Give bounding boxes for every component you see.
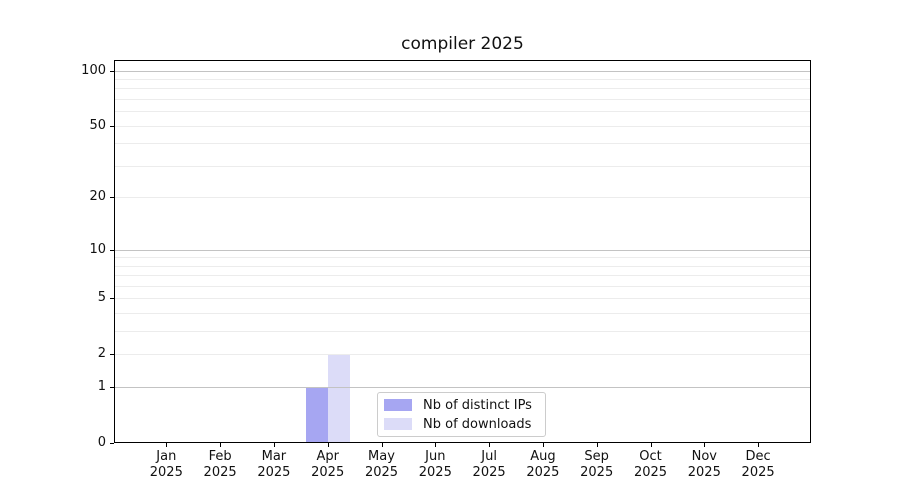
legend-row-distinct-ips: Nb of distinct IPs — [384, 397, 545, 413]
y-tick-mark — [110, 197, 114, 199]
x-tick-mark — [381, 443, 383, 447]
x-tick-label: Jan 2025 — [149, 449, 183, 480]
gridline-major — [114, 387, 811, 389]
x-tick-label: Dec 2025 — [741, 449, 775, 480]
gridline-minor — [114, 298, 811, 300]
x-tick-mark — [650, 443, 652, 447]
x-tick-label: Feb 2025 — [203, 449, 237, 480]
y-tick-mark — [110, 70, 114, 72]
y-tick-label: 100 — [81, 62, 106, 78]
x-tick-label: Jul 2025 — [472, 449, 506, 480]
x-tick-label: Apr 2025 — [311, 449, 345, 480]
y-tick-label: 5 — [97, 290, 106, 306]
y-tick-mark — [110, 298, 114, 300]
legend-swatch-downloads — [384, 418, 412, 430]
gridline-minor — [114, 265, 811, 267]
x-tick-mark — [596, 443, 598, 447]
gridline-minor — [114, 98, 811, 100]
gridline-major — [114, 70, 811, 72]
gridline-minor — [114, 257, 811, 259]
gridline-minor — [114, 275, 811, 277]
gridline-minor — [114, 331, 811, 333]
x-tick-label: Oct 2025 — [633, 449, 668, 480]
gridline-minor — [114, 78, 811, 80]
gridline-minor — [114, 125, 811, 127]
legend-swatch-distinct-ips — [384, 399, 412, 411]
y-tick-mark — [110, 125, 114, 127]
x-tick-label: Jun 2025 — [418, 449, 452, 480]
gridline-minor — [114, 88, 811, 90]
legend-label-downloads: Nb of downloads — [423, 416, 532, 432]
axes-spines — [114, 60, 811, 443]
bar-downloads — [327, 354, 350, 443]
y-tick-label: 10 — [89, 241, 106, 257]
x-tick-mark — [273, 443, 275, 447]
x-tick-mark — [435, 443, 437, 447]
y-tick-label: 2 — [97, 346, 106, 362]
x-tick-mark — [489, 443, 491, 447]
x-tick-mark — [220, 443, 222, 447]
y-tick-mark — [110, 354, 114, 356]
gridline-minor — [114, 354, 811, 356]
y-tick-mark — [110, 443, 114, 444]
x-tick-mark — [166, 443, 168, 447]
x-tick-label: Mar 2025 — [257, 449, 291, 480]
legend-row-downloads: Nb of downloads — [384, 416, 545, 432]
gridline-minor — [114, 165, 811, 167]
plot-area — [114, 60, 811, 443]
legend: Nb of distinct IPs Nb of downloads — [377, 392, 546, 437]
gridline-minor — [114, 313, 811, 315]
y-tick-label: 20 — [89, 189, 106, 205]
y-tick-mark — [110, 249, 114, 251]
x-tick-mark — [704, 443, 706, 447]
bar-distinct-ips — [305, 387, 328, 443]
y-tick-label: 1 — [97, 379, 106, 395]
gridline-major — [114, 249, 811, 251]
gridline-minor — [114, 111, 811, 113]
x-tick-label: May 2025 — [364, 449, 399, 480]
x-tick-label: Nov 2025 — [687, 449, 721, 480]
x-tick-mark — [758, 443, 760, 447]
legend-label-distinct-ips: Nb of distinct IPs — [423, 397, 532, 413]
y-tick-label: 0 — [97, 435, 106, 450]
gridline-minor — [114, 285, 811, 287]
x-tick-label: Aug 2025 — [526, 449, 560, 480]
y-tick-label: 50 — [89, 117, 106, 133]
x-tick-mark — [327, 443, 329, 447]
chart-title: compiler 2025 — [401, 34, 524, 54]
gridline-minor — [114, 143, 811, 145]
y-tick-mark — [110, 387, 114, 389]
gridline-minor — [114, 197, 811, 199]
x-tick-label: Sep 2025 — [580, 449, 614, 480]
x-tick-mark — [542, 443, 544, 447]
